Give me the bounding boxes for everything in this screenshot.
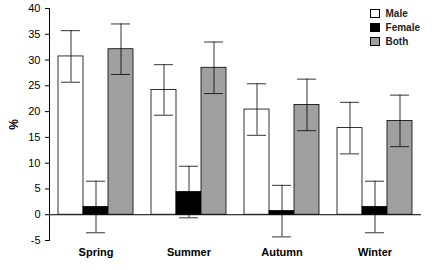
svg-text:35: 35 bbox=[28, 28, 40, 40]
svg-text:10: 10 bbox=[28, 157, 40, 169]
svg-text:40: 40 bbox=[28, 2, 40, 14]
svg-text:%: % bbox=[7, 119, 21, 130]
svg-text:-5: -5 bbox=[31, 234, 41, 246]
html-text:Both: Both bbox=[385, 35, 409, 47]
svg-text:Winter: Winter bbox=[358, 246, 393, 258]
svg-text:20: 20 bbox=[28, 105, 40, 117]
svg-text:Summer: Summer bbox=[167, 246, 212, 258]
svg-text:30: 30 bbox=[28, 54, 40, 66]
svg-text:Autumn: Autumn bbox=[261, 246, 303, 258]
svg-text:5: 5 bbox=[34, 182, 40, 194]
svg-text:25: 25 bbox=[28, 79, 40, 91]
svg-text:Spring: Spring bbox=[79, 246, 114, 258]
html-text:Male: Male bbox=[385, 7, 408, 19]
svg-text:0: 0 bbox=[34, 208, 40, 220]
svg-text:15: 15 bbox=[28, 131, 40, 143]
html-text:Female: Female bbox=[385, 21, 420, 33]
